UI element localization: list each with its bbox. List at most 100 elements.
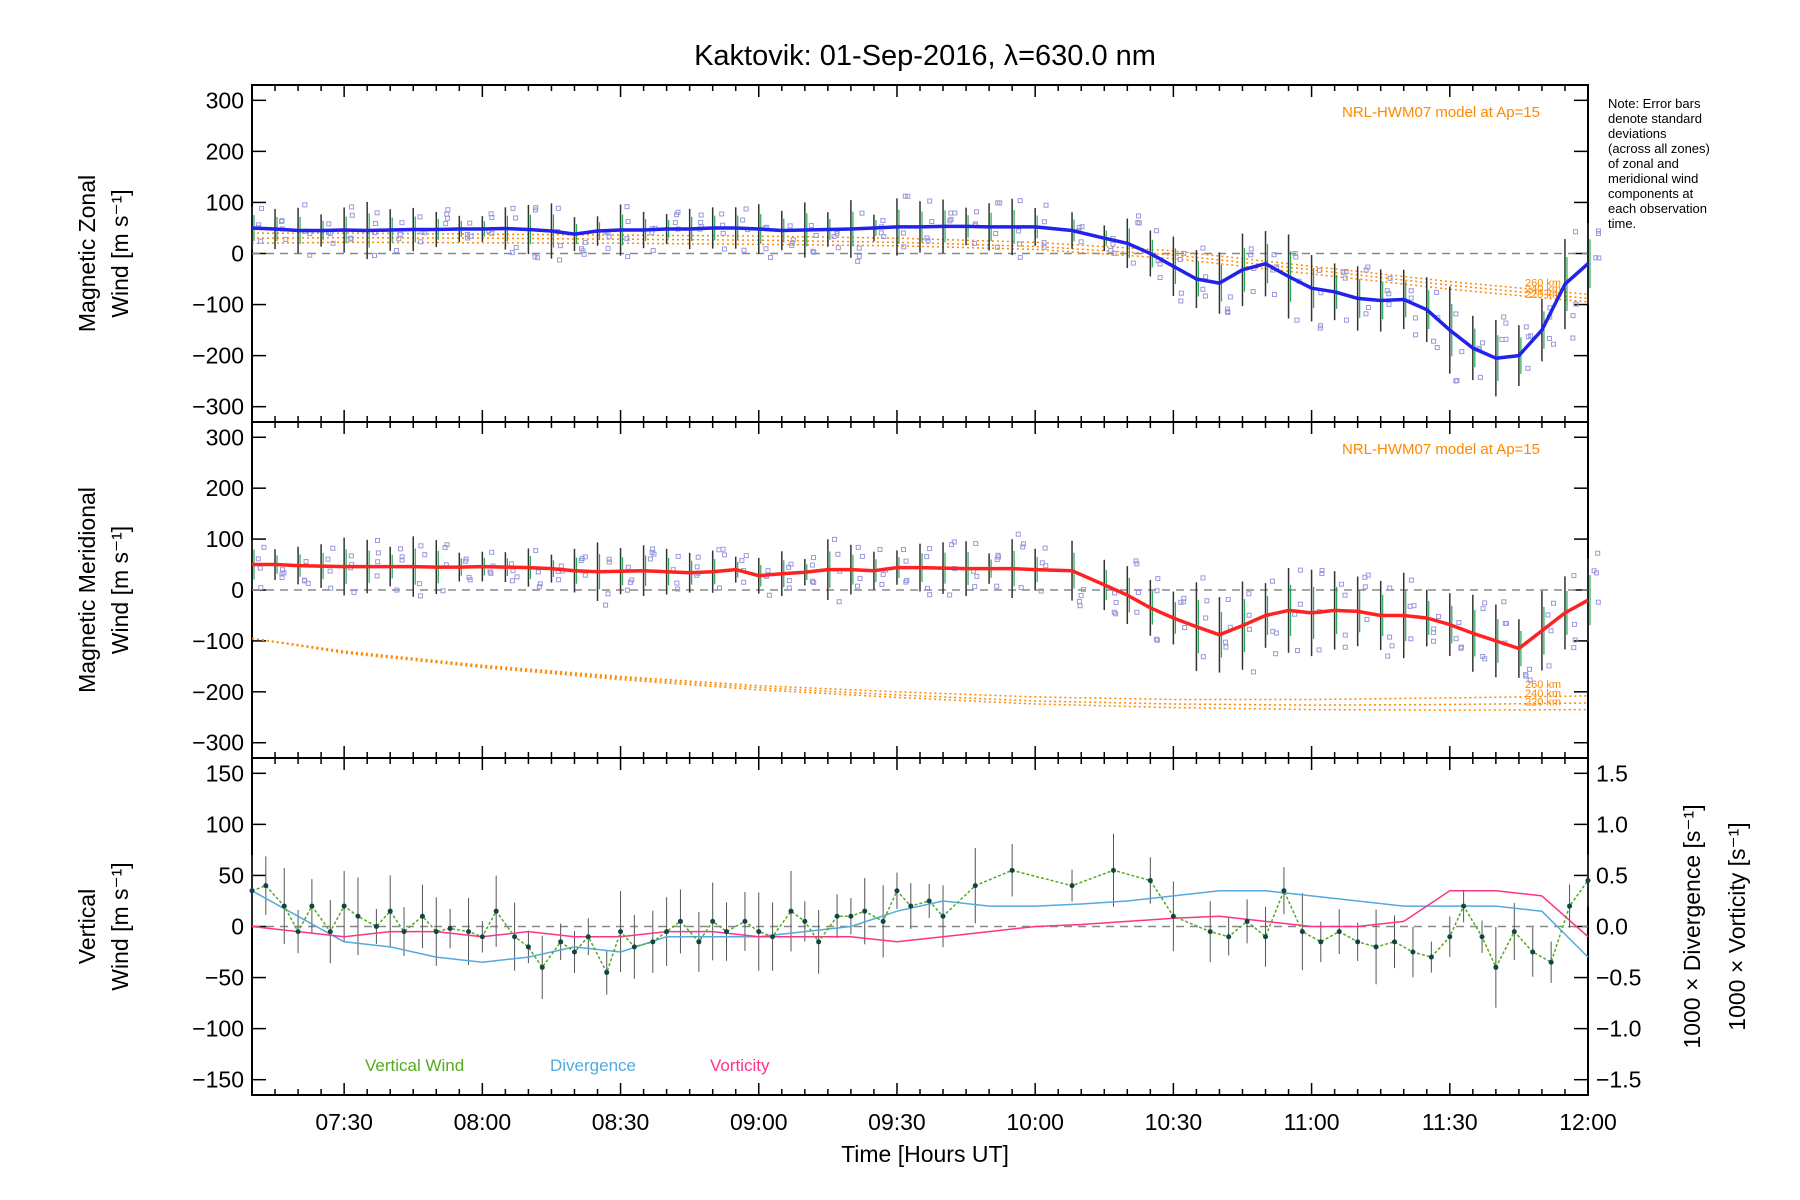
zone-sample: [1015, 531, 1021, 537]
vertical-wind-point: [1009, 867, 1015, 873]
zone-sample: [1134, 561, 1140, 567]
zone-sample: [1362, 584, 1368, 590]
zone-sample: [513, 215, 519, 221]
zone-sample: [1043, 563, 1049, 569]
zone-sample: [672, 220, 678, 226]
zone-sample: [790, 237, 796, 243]
vertical-wind-point: [1511, 929, 1517, 935]
zone-sample: [1136, 213, 1142, 219]
zone-sample: [1319, 567, 1325, 573]
zone-sample: [1458, 644, 1464, 650]
zone-sample: [994, 244, 1000, 250]
vertical-wind-point: [664, 929, 670, 935]
vertical-wind-point: [1170, 913, 1176, 919]
note-line: denote standard: [1608, 111, 1702, 126]
zone-sample: [974, 209, 980, 215]
zone-sample: [1271, 291, 1277, 297]
vertical-wind-point: [1244, 918, 1250, 924]
zone-sample: [900, 230, 906, 236]
zone-sample: [1271, 252, 1277, 258]
vorticity-axis-title: 1000 × Vorticity [s⁻¹]: [1724, 822, 1750, 1030]
zone-sample: [1408, 577, 1414, 583]
zone-sample: [973, 541, 979, 547]
zone-sample: [514, 574, 520, 580]
zone-sample: [489, 230, 495, 236]
zone-sample: [698, 212, 704, 218]
zone-sample: [1546, 335, 1552, 341]
zone-sample: [1412, 315, 1418, 321]
vertical-wind-point: [1493, 964, 1499, 970]
zone-sample: [1596, 255, 1602, 261]
vertical-wind-point: [1069, 883, 1075, 889]
zone-sample: [603, 602, 609, 608]
zone-sample: [326, 221, 332, 227]
zone-sample: [444, 215, 450, 221]
zone-sample: [580, 248, 586, 254]
y-tick-label: −100: [192, 628, 244, 654]
y-tick-label: 150: [206, 760, 244, 786]
zone-sample: [1273, 630, 1279, 636]
vertical-wind-point: [848, 913, 854, 919]
vertical-wind-point: [373, 924, 379, 929]
vertical-wind-point: [788, 908, 794, 914]
zone-sample: [375, 550, 381, 556]
zone-sample: [1204, 598, 1210, 604]
zone-sample: [1503, 336, 1509, 342]
zone-sample: [330, 240, 336, 246]
zone-sample: [372, 252, 378, 258]
zone-sample: [1041, 240, 1047, 246]
zone-sample: [720, 546, 726, 552]
zone-sample: [624, 587, 630, 593]
note-line: of zonal and: [1608, 156, 1679, 171]
zone-sample: [1384, 288, 1390, 294]
left-axis-title: Vertical: [74, 889, 100, 964]
zone-sample: [1365, 572, 1371, 578]
zone-sample: [487, 569, 493, 575]
zone-sample: [1482, 600, 1488, 606]
zone-sample: [1297, 567, 1303, 573]
vertical-wind-point: [558, 939, 564, 945]
zone-sample: [605, 591, 611, 597]
zone-sample: [1200, 575, 1206, 581]
zone-sample: [606, 556, 612, 562]
zone-sample: [1407, 603, 1413, 609]
zone-sample: [557, 257, 563, 263]
x-tick-label: 09:30: [868, 1109, 926, 1135]
zone-sample: [1177, 256, 1183, 262]
zone-sample: [1527, 677, 1533, 683]
vertical-wind-point: [1461, 903, 1467, 909]
right-y-tick-label: 0.5: [1596, 862, 1628, 888]
zone-sample: [399, 557, 405, 563]
zone-sample: [444, 211, 450, 217]
zone-sample: [1246, 626, 1252, 632]
zone-sample: [624, 236, 630, 242]
y-tick-label: −50: [205, 965, 244, 991]
zone-sample: [1110, 241, 1116, 247]
zone-sample: [1365, 304, 1371, 310]
zone-sample: [532, 207, 538, 213]
zone-sample: [877, 546, 883, 552]
model-label: NRL-HWM07 model at Ap=15: [1342, 441, 1540, 458]
vertical-wind-point: [401, 929, 407, 935]
zone-sample: [719, 211, 725, 217]
zone-sample: [1043, 202, 1049, 208]
zone-sample: [1181, 595, 1187, 601]
zone-sample: [468, 233, 474, 239]
zone-sample: [302, 202, 308, 208]
zone-sample: [810, 248, 816, 254]
zone-sample: [375, 559, 381, 565]
altitude-label: 220 km: [1525, 289, 1561, 301]
zone-sample: [489, 214, 495, 220]
zone-sample: [1386, 301, 1392, 307]
zone-sample: [1456, 620, 1462, 626]
zone-sample: [1387, 585, 1393, 591]
zone-sample: [1250, 289, 1256, 295]
zone-sample: [1389, 643, 1395, 649]
vertical-wind-point: [466, 929, 472, 935]
zone-sample: [373, 220, 379, 226]
zone-sample: [810, 555, 816, 561]
zone-sample: [442, 545, 448, 551]
right-y-tick-label: 1.0: [1596, 811, 1628, 837]
